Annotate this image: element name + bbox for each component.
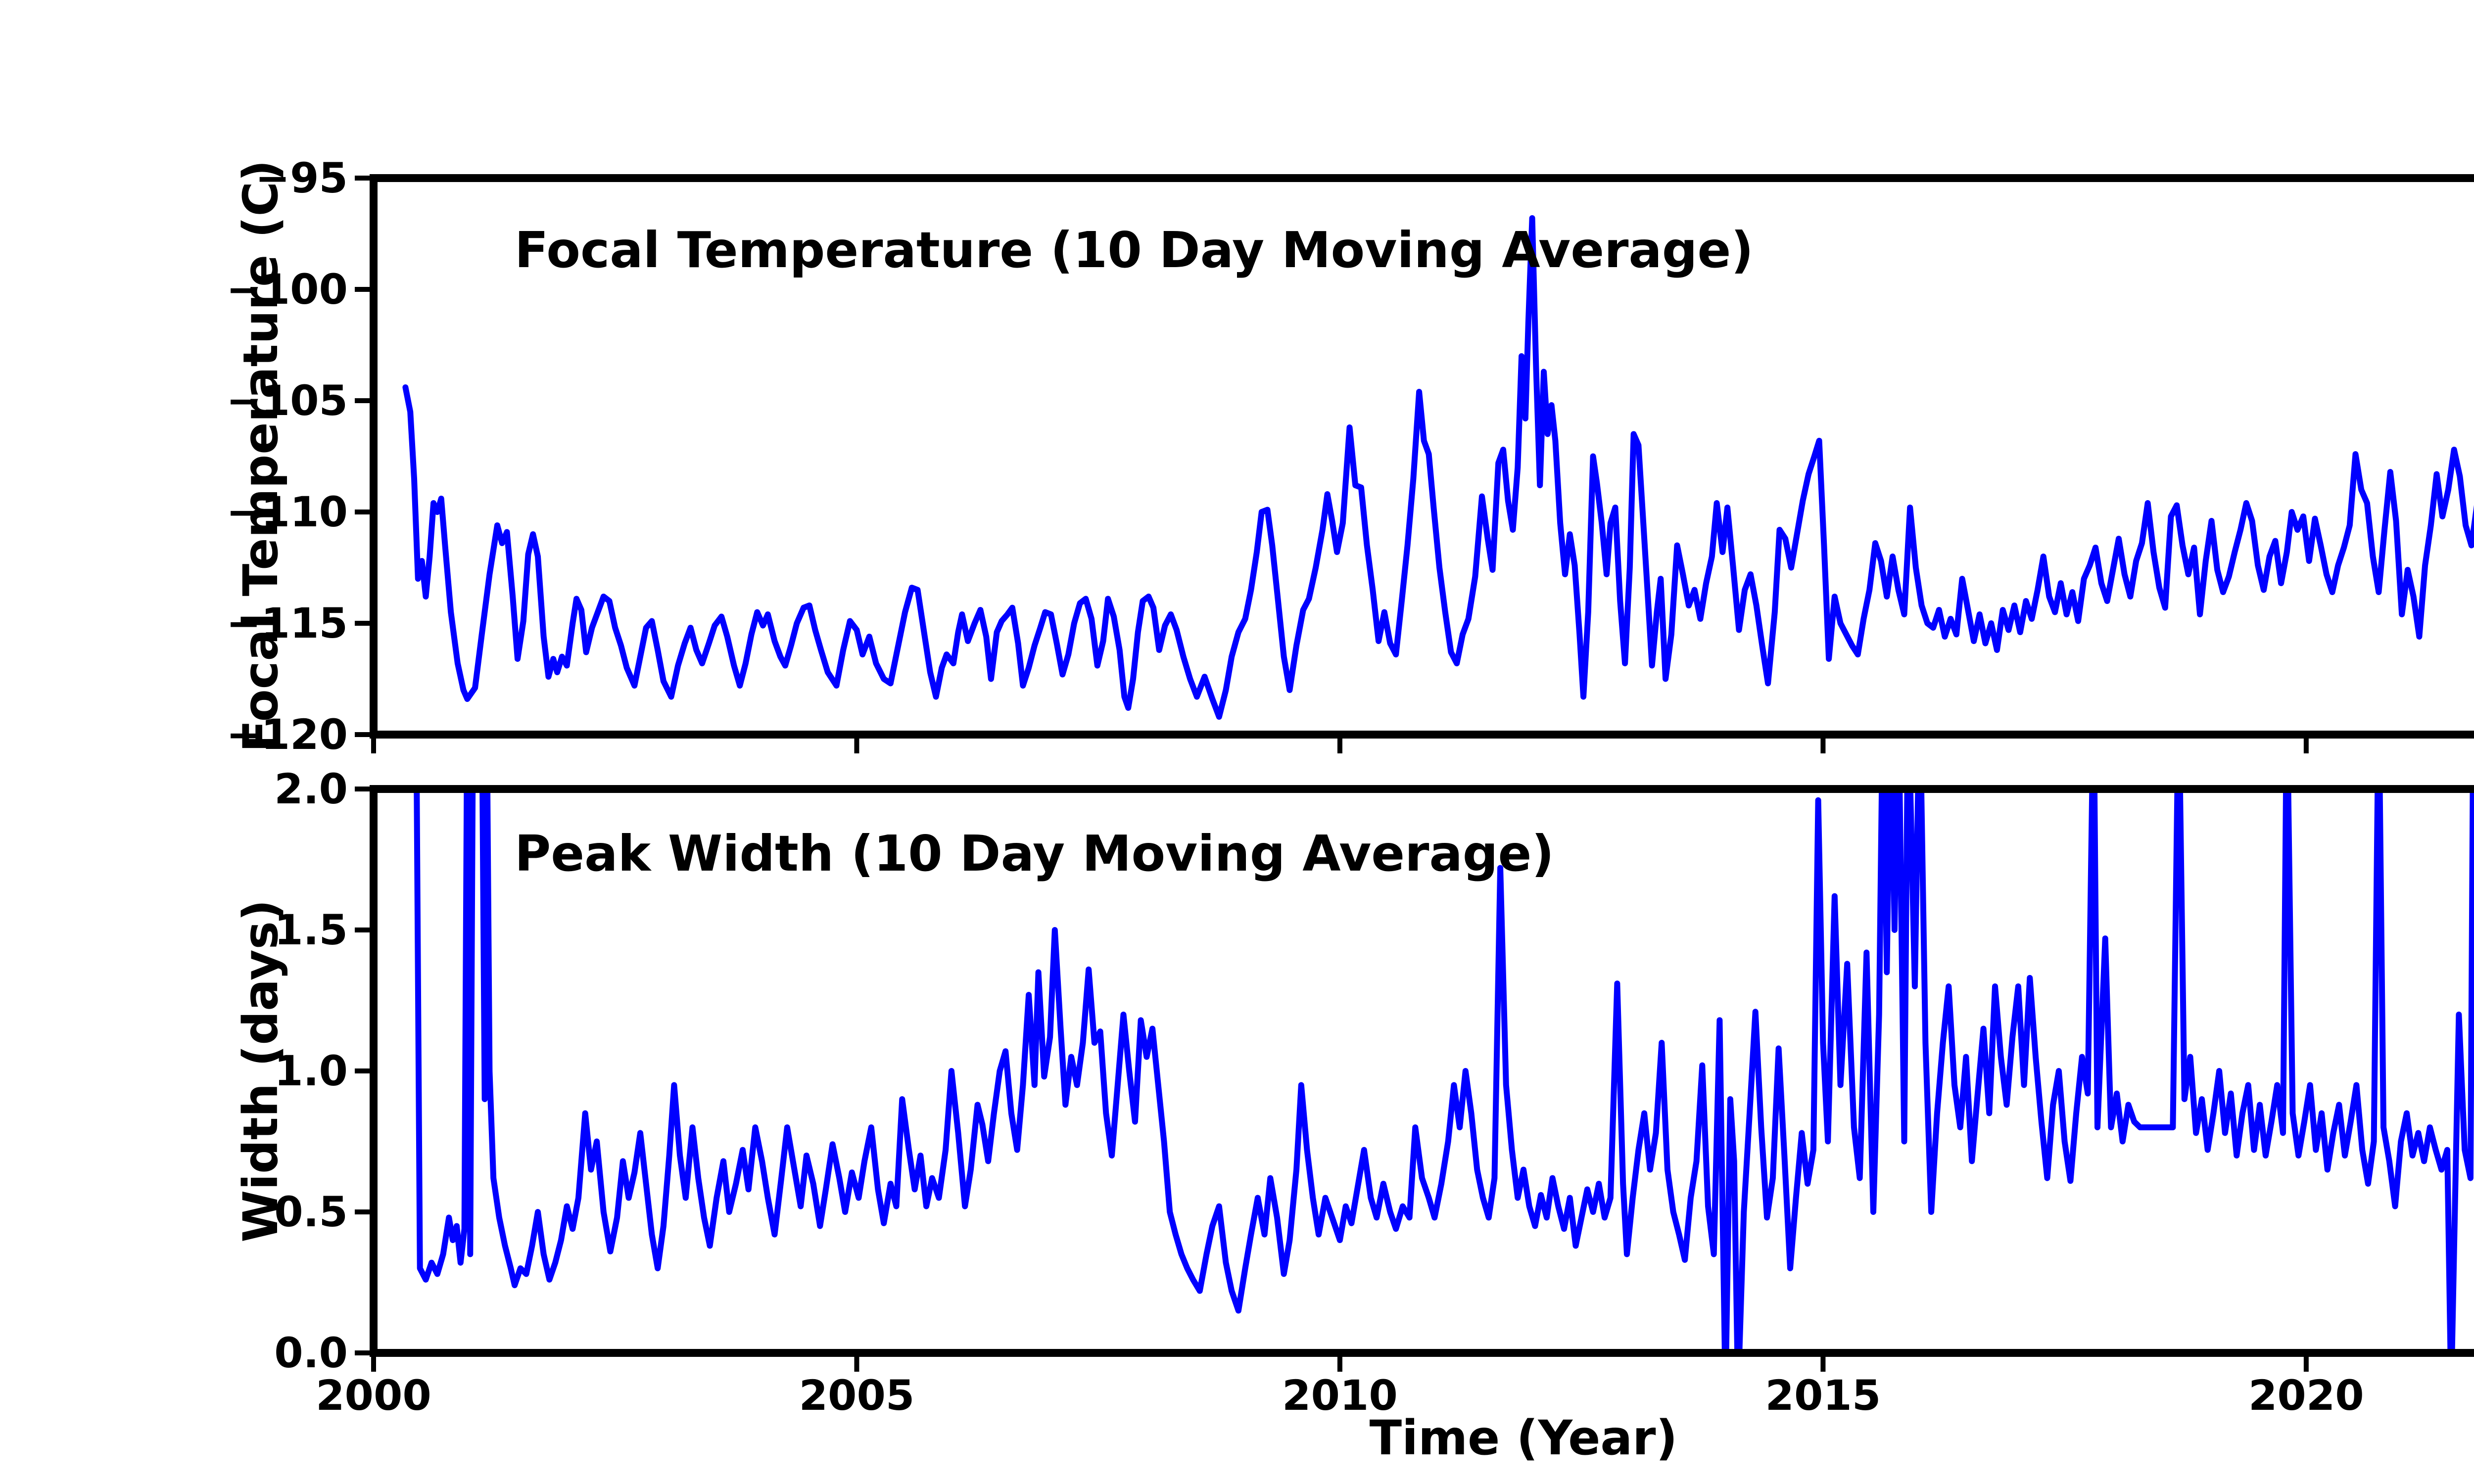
top-plot: −95 −100 −105 −110 −115 −120 Focal Temperatur… — [226, 154, 2474, 759]
bottom-plot: 2000 2005 2010 2015 2020 2.0 1.5 1.0 0.5 0.0 Peak… — [233, 765, 2474, 1466]
x-axis-label: Time (Year) — [1370, 1410, 1678, 1466]
y-tick-label: −95 — [255, 154, 348, 202]
x-tick-label: 2000 — [316, 1371, 431, 1420]
y-tick-label: 0.0 — [274, 1329, 348, 1377]
y-tick-label: −100 — [226, 265, 348, 314]
axes-frame — [370, 174, 2474, 739]
y-tick-label: 1.5 — [274, 906, 348, 954]
x-tick-label: 2005 — [799, 1371, 915, 1420]
top-plot-title: Focal Temperature (10 Day Moving Average… — [515, 221, 1754, 279]
y-tick-label: −115 — [226, 599, 348, 648]
y-tick-label: −110 — [226, 488, 348, 536]
series-line-focal-temperature-10day-moving-average — [402, 215, 2474, 720]
x-tick-label: 2020 — [2248, 1371, 2364, 1420]
x-tick-label: 2010 — [1282, 1371, 1398, 1420]
y-tick-label: −105 — [226, 376, 348, 425]
x-tick-label: 2015 — [1765, 1371, 1881, 1420]
series-line-peak-width-10day-moving-average — [414, 789, 2474, 1353]
y-tick-label: 0.5 — [274, 1188, 348, 1236]
y-tick-label: −120 — [226, 710, 348, 759]
y-tick-label: 2.0 — [274, 765, 348, 813]
bottom-plot-title: Peak Width (10 Day Moving Average) — [515, 825, 1554, 882]
y-tick-label: 1.0 — [274, 1047, 348, 1095]
top-plot-axes: −95 −100 −105 −110 −115 −120 — [226, 154, 2474, 759]
bottom-plot-ylabel: Width (days) — [233, 899, 288, 1242]
axes-frame — [370, 785, 2474, 1357]
top-plot-ylabel: Focal Temperature (C) — [233, 160, 288, 752]
bottom-plot-axes: 2000 2005 2010 2015 2020 2.0 1.5 1.0 0.5 0.0 — [274, 765, 2474, 1420]
